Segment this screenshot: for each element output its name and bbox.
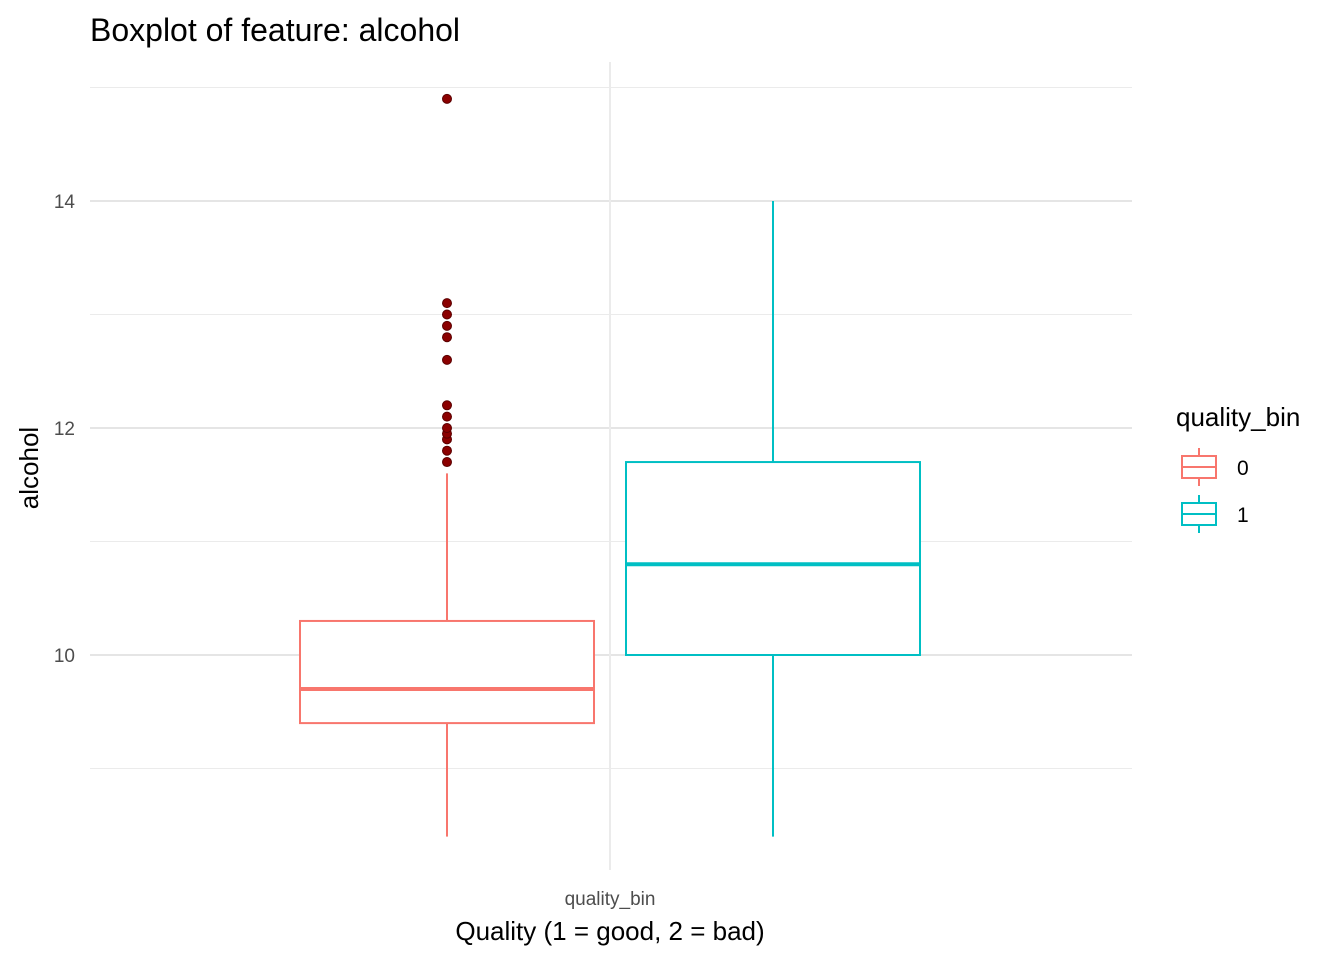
x-tick-label: quality_bin: [565, 889, 656, 910]
chart-title: Boxplot of feature: alcohol: [90, 12, 460, 48]
boxes: [299, 93, 921, 837]
legend: quality_bin 0 1: [1176, 402, 1300, 533]
box: [625, 461, 921, 656]
outlier-point: [442, 332, 452, 343]
outlier-point: [442, 320, 452, 331]
legend-label: 1: [1237, 504, 1249, 527]
y-axis-ticks: 10 12 14: [54, 192, 76, 667]
outlier-point: [442, 411, 452, 422]
legend-item-0: 0: [1181, 448, 1249, 486]
y-tick-label: 12: [54, 419, 75, 440]
outlier-point: [442, 400, 452, 411]
outlier-point: [442, 298, 452, 309]
x-axis-title: Quality (1 = good, 2 = bad): [455, 916, 764, 946]
legend-title: quality_bin: [1176, 402, 1300, 432]
box-group-1: [625, 201, 921, 837]
box-group-0: [299, 93, 595, 837]
outlier-point: [442, 93, 452, 104]
outlier-point: [442, 457, 452, 468]
y-tick-label: 14: [54, 192, 76, 213]
legend-label: 0: [1237, 457, 1249, 480]
outlier-point: [442, 423, 452, 433]
outlier-point: [442, 445, 452, 456]
y-axis-title: alcohol: [14, 427, 44, 509]
outlier-point: [442, 354, 452, 365]
box: [299, 619, 595, 725]
grid: [90, 62, 1132, 870]
y-tick-label: 10: [54, 646, 75, 667]
outlier-point: [442, 309, 452, 320]
legend-item-1: 1: [1181, 495, 1249, 533]
